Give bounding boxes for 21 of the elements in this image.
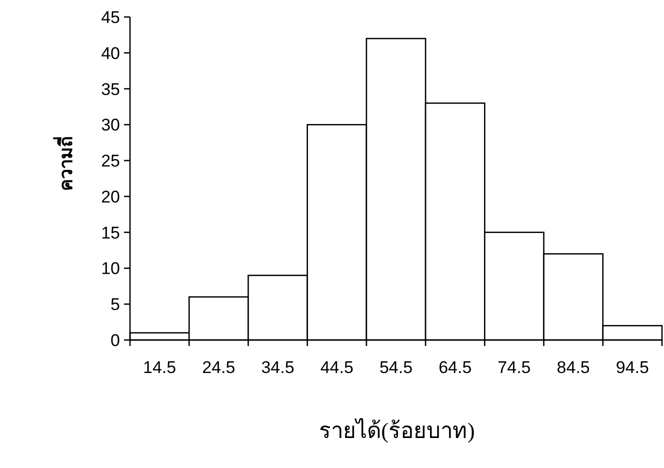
x-tick-label: 44.5 (320, 358, 354, 377)
x-tick-label: 54.5 (379, 358, 413, 377)
y-tick-label: 15 (101, 223, 120, 242)
y-tick-label: 20 (101, 187, 120, 206)
x-tick-label: 74.5 (498, 358, 531, 377)
y-tick-label: 5 (110, 295, 120, 314)
y-tick-label: 25 (101, 152, 120, 171)
y-tick-label: 40 (101, 44, 120, 63)
y-axis-title: ความถี่ (53, 136, 76, 191)
y-tick-label: 10 (101, 259, 120, 278)
y-tick-label: 30 (101, 116, 120, 135)
y-tick-label: 35 (101, 80, 120, 99)
x-tick-label: 84.5 (556, 358, 590, 377)
x-tick-label: 64.5 (438, 358, 472, 377)
x-tick-label: 34.5 (261, 358, 294, 377)
x-tick-label: 24.5 (202, 358, 236, 377)
x-tick-label: 14.5 (143, 358, 176, 377)
y-tick-label: 45 (101, 8, 120, 27)
y-tick-label: 0 (110, 331, 120, 350)
x-axis-title: รายได้(ร้อยบาท) (319, 418, 475, 443)
x-tick-label: 94.5 (616, 358, 649, 377)
